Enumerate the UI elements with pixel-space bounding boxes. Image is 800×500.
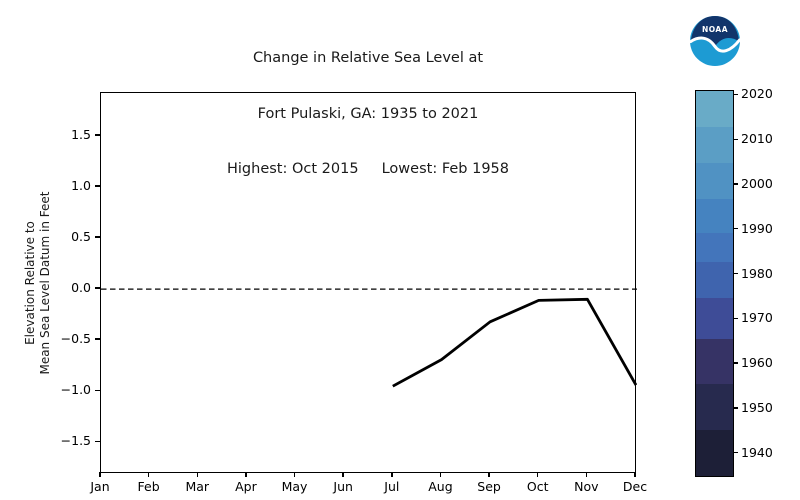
noaa-logo-text: NOAA [702, 25, 728, 34]
chart-title-line-1: Change in Relative Sea Level at [252, 50, 484, 66]
y-tick-label: −1.5 [60, 433, 91, 449]
y-tick-mark [95, 338, 100, 340]
colorbar-tick-mark [733, 93, 738, 96]
chart-title-line-2: Fort Pulaski, GA: 1935 to 2021 [257, 105, 479, 122]
x-tick-mark [293, 472, 296, 477]
colorbar-gradient [696, 91, 733, 476]
y-axis-label: Elevation Relative to Mean Sea Level Dat… [23, 133, 53, 433]
colorbar-tick-mark [733, 138, 738, 140]
y-tick-label: 0.0 [71, 280, 91, 296]
colorbar-tick-mark [733, 228, 738, 230]
y-tick-mark [95, 236, 100, 238]
noaa-logo-gull-icon [689, 36, 741, 53]
colorbar-tick-label: 2020 [741, 86, 773, 102]
series-line-monthly-relative-sea-level [392, 297, 637, 388]
chart-subtitle: Highest: Oct 2015 Lowest: Feb 1958 [227, 161, 509, 177]
x-tick-label: Sep [477, 479, 501, 494]
x-tick-mark [537, 472, 539, 477]
colorbar-tick-mark [733, 407, 738, 409]
y-tick-mark [95, 185, 100, 187]
plot-area [100, 92, 637, 473]
x-tick-mark [585, 472, 588, 477]
colorbar [695, 90, 734, 477]
x-tick-label: Dec [622, 479, 648, 494]
chart-title: Change in Relative Sea Level at Fort Pul… [100, 12, 636, 216]
y-tick-label: 1.5 [71, 126, 91, 142]
y-tick-mark [95, 389, 100, 391]
colorbar-tick-label: 1950 [741, 399, 773, 415]
y-tick-label: 0.5 [71, 229, 91, 245]
x-tick-label: May [281, 479, 308, 494]
y-tick-label: 1.0 [71, 177, 91, 193]
x-tick-label: Feb [137, 479, 160, 494]
x-tick-label: Nov [574, 479, 599, 494]
colorbar-tick-label: 1980 [741, 265, 773, 281]
colorbar-tick-label: 2000 [741, 176, 773, 191]
x-tick-label: Jun [333, 479, 353, 494]
x-tick-label: Aug [428, 479, 453, 494]
y-tick-label: −1.0 [60, 382, 91, 398]
colorbar-tick-label: 1990 [741, 220, 773, 236]
x-tick-label: Mar [185, 479, 210, 494]
y-tick-mark [95, 287, 100, 289]
x-tick-mark [147, 472, 150, 477]
x-tick-mark [488, 472, 490, 477]
colorbar-tick-label: 1970 [741, 310, 773, 326]
y-tick-label: −0.5 [60, 331, 91, 347]
colorbar-tick-mark [733, 362, 738, 364]
x-tick-mark [196, 472, 198, 477]
y-tick-mark [95, 134, 100, 136]
colorbar-tick-label: 2010 [741, 131, 773, 147]
colorbar-tick-label: 1960 [741, 355, 773, 371]
x-tick-mark [634, 472, 636, 477]
x-tick-label: Jul [384, 479, 400, 494]
colorbar-tick-mark [733, 272, 738, 275]
y-axis-label-line-1: Elevation Relative to [23, 221, 37, 345]
x-tick-mark [342, 472, 344, 477]
noaa-logo-sky-shape [690, 16, 740, 47]
colorbar-tick-label: 1940 [741, 444, 773, 460]
plot-svg [101, 288, 637, 388]
x-tick-label: Apr [235, 479, 257, 494]
noaa-logo: NOAA [689, 16, 741, 66]
colorbar-tick-mark [733, 183, 738, 185]
colorbar-tick-mark [733, 317, 738, 319]
x-tick-mark [391, 472, 393, 477]
y-tick-mark [95, 440, 100, 443]
x-tick-label: Jan [90, 479, 110, 494]
x-tick-mark [439, 472, 442, 477]
colorbar-tick-mark [733, 451, 738, 454]
x-tick-mark [99, 472, 101, 477]
y-axis-label-line-2: Mean Sea Level Datum in Feet [38, 191, 52, 375]
x-tick-mark [245, 472, 247, 477]
x-tick-label: Oct [526, 479, 549, 494]
